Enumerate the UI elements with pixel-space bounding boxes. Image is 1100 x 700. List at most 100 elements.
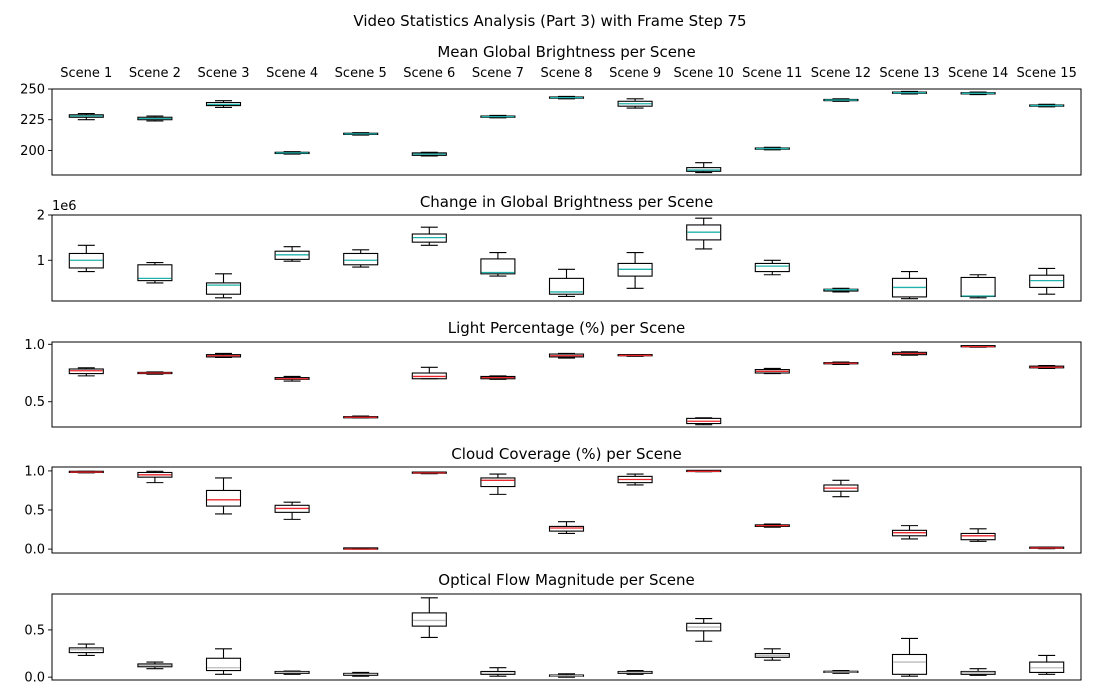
scene-label: Scene 14 (948, 66, 1008, 81)
iqr-box (548, 277, 585, 295)
box-plot-scene-8 (548, 673, 585, 678)
iqr-box (891, 529, 928, 537)
y-tick-label: 1.0 (24, 464, 45, 479)
box-plot-scene-13 (891, 637, 928, 677)
iqr-box (754, 262, 790, 273)
iqr-box (137, 264, 173, 282)
iqr-box (1029, 274, 1065, 288)
panel-title: Cloud Coverage (%) per Scene (451, 445, 681, 463)
axes-frame (51, 466, 1082, 554)
iqr-box (274, 670, 310, 674)
iqr-box (343, 252, 379, 266)
iqr-box (274, 250, 310, 260)
box-plot-scene-8 (548, 352, 585, 359)
box-plot-scene-15 (1029, 546, 1065, 550)
iqr-box (960, 532, 996, 541)
iqr-box (411, 612, 447, 627)
iqr-box (686, 417, 722, 425)
box-plot-scene-9 (617, 98, 653, 109)
iqr-box (274, 504, 310, 513)
chart-panel: Change in Global Brightness per Scene 1 21… (37, 193, 1082, 302)
box-plot-scene-13 (891, 525, 928, 540)
box-plot-scene-13 (891, 271, 928, 300)
box-plot-scene-12 (823, 287, 859, 293)
box-plot-scene-4 (274, 670, 310, 675)
box-plot-scene-10 (686, 618, 722, 642)
chart-panel: Optical Flow Magnitude per Scene 0.0 0.5 (24, 571, 1082, 686)
scene-label: Scene 4 (266, 66, 318, 81)
box-plot-scene-3 (205, 477, 242, 515)
scene-label: Scene 9 (609, 66, 661, 81)
box-plot-scene-1 (68, 367, 104, 377)
chart-panel: Light Percentage (%) per Scene 0.5 1.0 (24, 319, 1082, 428)
y-tick-label: 1.0 (24, 338, 45, 353)
iqr-box (205, 101, 242, 107)
y-tick-label: 0.0 (24, 543, 45, 558)
box-plot-scene-5 (343, 415, 379, 419)
iqr-box (754, 524, 790, 527)
box-plot-scene-9 (617, 252, 653, 289)
box-plot-scene-11 (754, 648, 790, 661)
box-plot-scene-1 (68, 470, 104, 474)
iqr-box (617, 670, 653, 674)
box-plot-scene-12 (823, 361, 859, 365)
y-tick-label: 0.5 (24, 504, 45, 519)
box-plot-scene-6 (411, 366, 447, 380)
box-plot-scene-14 (960, 274, 996, 299)
scene-label: Scene 6 (403, 66, 455, 81)
iqr-box (754, 369, 790, 374)
box-plot-scene-13 (891, 90, 928, 95)
box-plot-scene-3 (205, 648, 242, 675)
box-plot-scene-1 (68, 113, 104, 121)
box-plot-scene-11 (754, 259, 790, 276)
box-plot-scene-7 (480, 114, 516, 119)
box-plot-scene-4 (274, 151, 310, 155)
box-plot-scene-2 (137, 115, 173, 122)
box-plot-scene-10 (686, 217, 722, 250)
box-plot-scene-3 (205, 352, 242, 359)
scene-label: Scene 1 (60, 66, 112, 81)
panel-title: Light Percentage (%) per Scene (448, 319, 686, 337)
box-plot-scene-12 (823, 98, 859, 102)
box-plot-scene-2 (137, 371, 173, 375)
axes-frame (51, 341, 1082, 428)
iqr-box (548, 353, 585, 358)
iqr-box (686, 622, 722, 632)
iqr-box (617, 262, 653, 277)
box-plot-scene-10 (686, 417, 722, 426)
box-plot-scene-5 (343, 547, 379, 550)
axes-frame (51, 214, 1082, 302)
iqr-box (548, 525, 585, 532)
box-plot-scene-4 (274, 501, 310, 520)
box-plot-scene-4 (274, 375, 310, 382)
box-plot-scene-2 (137, 661, 173, 670)
box-plot-scene-8 (548, 268, 585, 298)
iqr-box (686, 167, 722, 172)
iqr-box (137, 663, 173, 668)
box-plot-scene-6 (411, 151, 447, 157)
iqr-box (754, 652, 790, 658)
iqr-box (68, 252, 104, 269)
y-tick-label: 250 (20, 83, 45, 98)
box-plot-scene-9 (617, 354, 653, 357)
y-tick-label: 0.5 (24, 623, 45, 638)
scene-label: Scene 12 (811, 66, 871, 81)
box-plot-scene-5 (343, 132, 379, 136)
y-tick-label: 2 (37, 209, 45, 224)
box-plot-scene-6 (411, 597, 447, 639)
box-plot-scene-6 (411, 471, 447, 475)
box-plot-scene-15 (1029, 103, 1065, 108)
iqr-box (891, 351, 928, 356)
box-plot-scene-3 (205, 100, 242, 108)
iqr-box (480, 477, 516, 488)
box-plot-scene-15 (1029, 267, 1065, 295)
iqr-box (343, 672, 379, 676)
iqr-box (617, 100, 653, 107)
iqr-box (205, 657, 242, 672)
box-plot-scene-12 (823, 669, 859, 674)
box-plot-scene-7 (480, 252, 516, 277)
box-plot-scene-14 (960, 528, 996, 542)
scene-label: Scene 15 (1017, 66, 1077, 81)
y-tick-label: 0.5 (24, 395, 45, 410)
y-tick-label: 0.0 (24, 671, 45, 686)
